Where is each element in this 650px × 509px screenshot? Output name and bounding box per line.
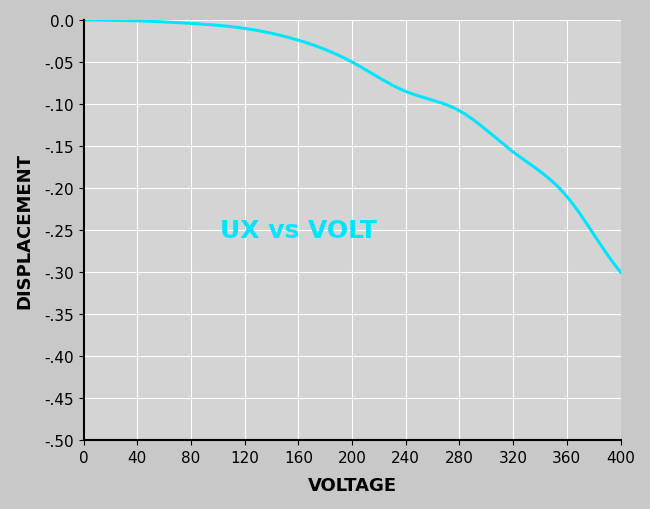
Text: UX vs VOLT: UX vs VOLT [220, 219, 377, 243]
X-axis label: VOLTAGE: VOLTAGE [307, 476, 396, 494]
Y-axis label: DISPLACEMENT: DISPLACEMENT [15, 153, 33, 308]
